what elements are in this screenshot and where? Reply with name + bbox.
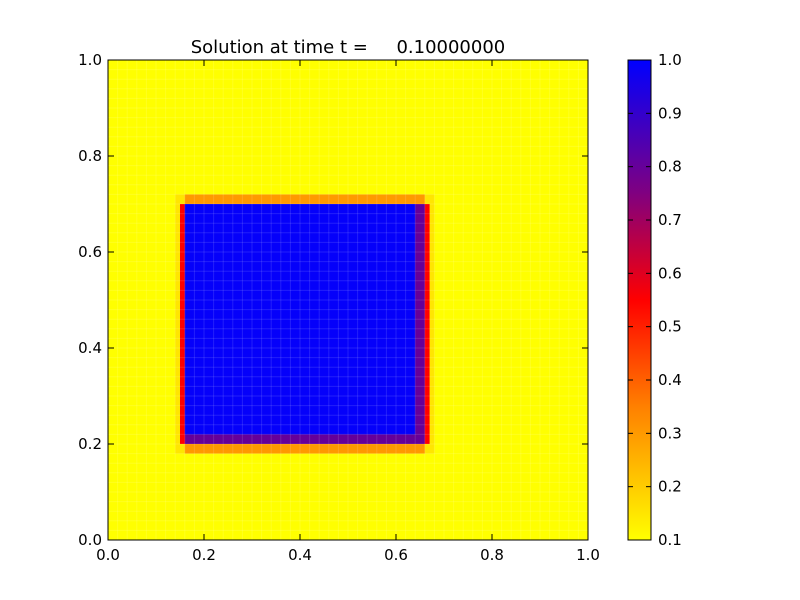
x-tick-label: 0.2 xyxy=(192,546,216,564)
colorbar-tick-label: 0.5 xyxy=(658,318,682,336)
colorbar-tick-label: 0.8 xyxy=(658,158,682,176)
colorbar-tick-label: 1.0 xyxy=(658,51,682,69)
y-tick-label: 1.0 xyxy=(78,51,102,69)
colorbar-ticks: 0.1 0.2 0.3 0.4 0.5 0.6 0.7 0.8 0.9 1.0 xyxy=(628,51,682,549)
cell-gridlines xyxy=(108,60,588,540)
y-tick-label: 0.8 xyxy=(78,147,102,165)
y-tick-label: 0.0 xyxy=(78,531,102,549)
heatmap-region-5 xyxy=(184,204,416,435)
x-tick-label: 0.6 xyxy=(384,546,408,564)
x-axis: 0.0 0.2 0.4 0.6 0.8 1.0 xyxy=(96,60,600,564)
y-tick-label: 0.6 xyxy=(78,243,102,261)
colorbar: 0.1 0.2 0.3 0.4 0.5 0.6 0.7 0.8 0.9 1.0 xyxy=(627,51,682,549)
colorbar-tick-label: 0.1 xyxy=(658,531,682,549)
y-tick-label: 0.2 xyxy=(78,435,102,453)
plot-area: 0.0 0.2 0.4 0.6 0.8 1.0 0.0 0.2 0.4 0.6 0.8 1.0 xyxy=(78,51,600,564)
y-axis: 0.0 0.2 0.4 0.6 0.8 1.0 xyxy=(78,51,588,549)
colorbar-gradient xyxy=(627,59,652,541)
heatmap-cells xyxy=(108,60,588,540)
plot-frame xyxy=(107,59,589,541)
colorbar-tick-label: 0.2 xyxy=(658,478,682,496)
colorbar-tick-label: 0.4 xyxy=(658,371,682,389)
x-tick-label: 1.0 xyxy=(576,546,600,564)
chart-title: Solution at time t = 0.10000000 xyxy=(191,37,506,58)
x-tick-label: 0.8 xyxy=(480,546,504,564)
x-tick-label: 0.0 xyxy=(96,546,120,564)
colorbar-tick-label: 0.3 xyxy=(658,424,682,442)
x-tick-label: 0.4 xyxy=(288,546,312,564)
colorbar-tick-label: 0.7 xyxy=(658,211,682,229)
colorbar-tick-label: 0.6 xyxy=(658,264,682,282)
colorbar-tick-label: 0.9 xyxy=(658,104,682,122)
y-tick-label: 0.4 xyxy=(78,339,102,357)
